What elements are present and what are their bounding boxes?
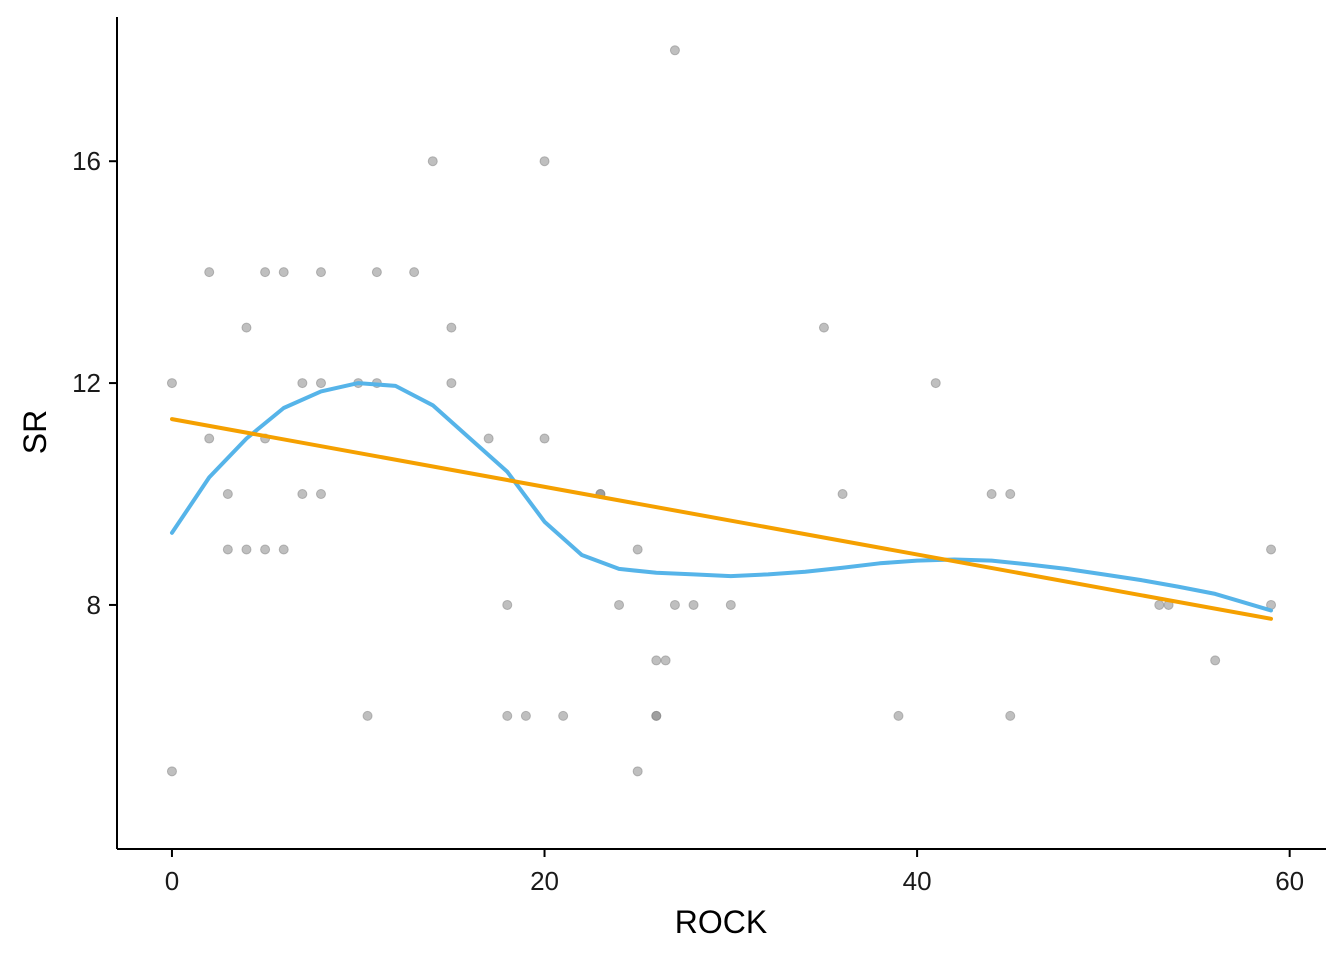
- data-point: [241, 544, 252, 555]
- y-tick-label: 16: [72, 146, 101, 176]
- data-point: [614, 599, 625, 610]
- data-point: [166, 378, 177, 389]
- data-point: [315, 378, 326, 389]
- data-point: [315, 267, 326, 278]
- data-point: [446, 378, 457, 389]
- data-point: [1210, 655, 1221, 666]
- data-point: [446, 322, 457, 333]
- data-point: [520, 710, 531, 721]
- data-point: [222, 544, 233, 555]
- linear-fit-line: [170, 417, 1273, 621]
- data-point: [725, 599, 736, 610]
- x-tick-label: 0: [165, 866, 179, 896]
- data-point: [1266, 544, 1277, 555]
- data-point: [539, 433, 550, 444]
- x-tick-label: 60: [1275, 866, 1304, 896]
- data-point: [893, 710, 904, 721]
- data-point: [297, 489, 308, 500]
- data-point: [315, 489, 326, 500]
- data-point: [1005, 489, 1016, 500]
- x-tick-label: 20: [530, 866, 559, 896]
- data-point: [1154, 599, 1165, 610]
- data-point: [660, 655, 671, 666]
- data-point: [278, 544, 289, 555]
- data-point: [651, 710, 662, 721]
- y-axis-title: SR: [17, 410, 53, 454]
- data-point: [371, 267, 382, 278]
- data-point: [818, 322, 829, 333]
- data-point: [427, 156, 438, 167]
- y-tick-label: 8: [87, 590, 101, 620]
- data-point: [409, 267, 420, 278]
- data-point: [278, 267, 289, 278]
- data-point: [1005, 710, 1016, 721]
- data-point: [837, 489, 848, 500]
- smooth-curve-line: [170, 381, 1273, 613]
- y-axis-ticks: 8 12 16: [72, 146, 117, 620]
- data-point: [502, 710, 513, 721]
- data-point: [204, 267, 215, 278]
- data-point: [669, 599, 680, 610]
- data-point: [297, 378, 308, 389]
- data-point: [632, 766, 643, 777]
- x-axis-title: ROCK: [675, 904, 767, 940]
- data-point: [362, 710, 373, 721]
- data-points: [166, 45, 1277, 777]
- y-tick-label: 12: [72, 368, 101, 398]
- data-point: [166, 766, 177, 777]
- data-point: [986, 489, 997, 500]
- data-point: [558, 710, 569, 721]
- x-axis-ticks: 0 20 40 60: [165, 849, 1304, 896]
- data-point: [260, 267, 271, 278]
- data-point: [204, 433, 215, 444]
- data-point: [241, 322, 252, 333]
- data-point: [651, 655, 662, 666]
- data-point: [260, 544, 271, 555]
- data-point: [669, 45, 680, 56]
- fit-lines: [170, 381, 1273, 621]
- data-point: [222, 489, 233, 500]
- x-tick-label: 40: [903, 866, 932, 896]
- data-point: [483, 433, 494, 444]
- data-point: [539, 156, 550, 167]
- data-point: [632, 544, 643, 555]
- data-point: [502, 599, 513, 610]
- data-point: [930, 378, 941, 389]
- data-point: [688, 599, 699, 610]
